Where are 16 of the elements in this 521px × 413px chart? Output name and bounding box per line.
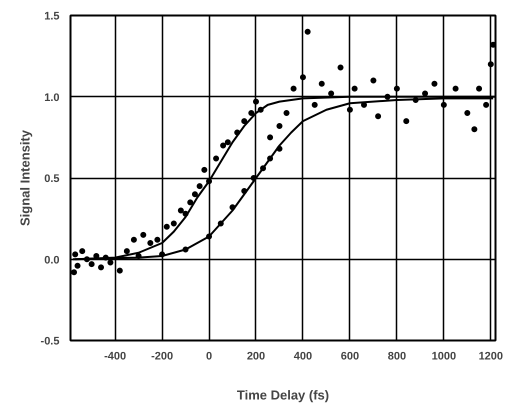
y-tick-label: -0.5: [40, 336, 60, 348]
x-tick-label: -200: [151, 350, 174, 362]
x-tick-label: 600: [340, 350, 360, 362]
x-tick-label: -400: [104, 350, 126, 362]
y-axis-title: Signal Intensity: [18, 129, 33, 226]
x-tick-label: 0: [206, 350, 212, 362]
y-tick-label: 0.0: [44, 254, 60, 266]
x-tick-label: 1000: [432, 350, 456, 362]
x-tick-label: 200: [246, 350, 266, 362]
y-tick-label: 1.0: [44, 92, 60, 104]
x-axis-title: Time Delay (fs): [236, 388, 330, 402]
y-tick-label: 1.5: [44, 10, 60, 22]
x-tick-label: 800: [388, 350, 406, 362]
y-tick-label: 0.5: [44, 173, 60, 185]
x-tick-label: 400: [294, 350, 312, 362]
x-tick-label: 1200: [478, 350, 504, 362]
